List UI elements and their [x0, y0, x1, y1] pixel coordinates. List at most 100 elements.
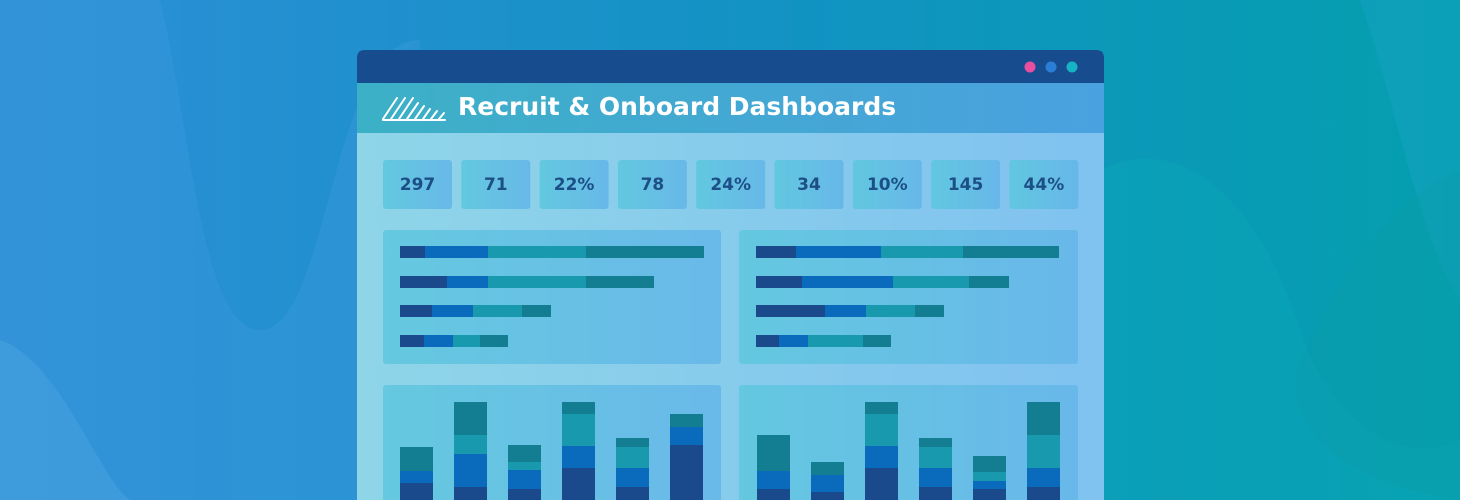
decor-column-segment — [670, 427, 703, 445]
decor-bar-segment — [756, 276, 802, 288]
decor-column-segment — [973, 481, 1006, 489]
decor-bar-segment — [453, 335, 480, 347]
decor-column-segment — [562, 414, 595, 446]
decor-bar-segment — [488, 276, 586, 288]
decor-column-segment — [1027, 435, 1060, 468]
decor-column-segment — [400, 483, 433, 500]
kpi-value: 24% — [710, 175, 751, 195]
decor-column-segment — [508, 462, 541, 470]
decor-column-segment — [919, 447, 952, 468]
decor-column-segment — [508, 445, 541, 462]
logo-stroke — [430, 110, 438, 120]
decor-bar-segment — [756, 246, 796, 258]
decor-column-segment — [865, 414, 898, 446]
decor-bar-segment — [522, 305, 551, 317]
kpi-value: 34 — [797, 175, 821, 195]
kpi-tile — [1009, 160, 1079, 209]
logo-stroke — [390, 97, 406, 120]
window-dot — [1024, 61, 1036, 73]
decor-column-segment — [454, 435, 487, 454]
kpi-tile — [774, 160, 844, 209]
kpi-tile — [617, 160, 687, 209]
kpi-tile — [461, 160, 531, 209]
decor-bar-segment — [863, 335, 891, 347]
decor-bar-segment — [825, 305, 866, 317]
background-wave — [1295, 170, 1460, 500]
decor-column-segment — [508, 489, 541, 500]
decor-bar-segment — [400, 276, 447, 288]
decor-column-segment — [616, 487, 649, 500]
logo-stroke — [438, 112, 445, 120]
decor-column-segment — [973, 456, 1006, 472]
background-wave — [0, 0, 420, 500]
logo-stroke — [398, 97, 414, 120]
kpi-tile — [539, 160, 609, 209]
window-top-bar — [357, 50, 1104, 83]
background-wave — [1360, 0, 1460, 300]
kpi-tile — [931, 160, 1001, 209]
decor-column-segment — [811, 462, 844, 475]
decor-bar-segment — [447, 276, 488, 288]
kpi-value: 10% — [867, 175, 908, 195]
decor-bar-segment — [796, 246, 881, 258]
logo-stroke — [382, 97, 398, 120]
decor-column-segment — [454, 454, 487, 487]
decor-column-segment — [616, 447, 649, 468]
decor-column-segment — [757, 435, 790, 471]
decor-bar-segment — [893, 276, 969, 288]
decor-column-segment — [562, 446, 595, 468]
decor-bar-segment — [969, 276, 1009, 288]
window-dot — [1045, 61, 1057, 73]
decor-bar-segment — [586, 276, 654, 288]
kpi-value: 22% — [554, 175, 595, 195]
decor-column-segment — [919, 487, 952, 500]
decor-column-segment — [670, 414, 703, 427]
decor-column-segment — [1027, 468, 1060, 487]
decor-column-segment — [865, 402, 898, 414]
decor-column-segment — [562, 468, 595, 500]
decor-bar-segment — [963, 246, 1059, 258]
decor-bar-segment — [802, 276, 893, 288]
decor-bar-segment — [400, 246, 425, 258]
kpi-value: 145 — [948, 175, 984, 195]
logo-stroke — [406, 102, 419, 120]
logo-stroke — [414, 105, 425, 120]
decor-column-segment — [919, 438, 952, 447]
decor-bar-segment — [425, 246, 488, 258]
decor-column-segment — [400, 447, 433, 471]
window-dot — [1066, 61, 1078, 73]
kpi-value: 44% — [1024, 175, 1065, 195]
decor-column-segment — [1027, 402, 1060, 435]
kpi-value: 78 — [641, 175, 665, 195]
kpi-tile — [852, 160, 922, 209]
decor-column-segment — [973, 489, 1006, 500]
background-wave — [1100, 158, 1460, 500]
decor-column-segment — [616, 438, 649, 447]
kpi-value: 297 — [400, 175, 436, 195]
header-bar — [357, 83, 1104, 133]
decor-bar-segment — [915, 305, 944, 317]
decor-bar-segment — [480, 335, 508, 347]
decor-column-segment — [400, 471, 433, 483]
decor-bar-segment — [400, 335, 424, 347]
decor-bar-segment — [756, 335, 779, 347]
decor-column-segment — [562, 402, 595, 414]
decor-bar-segment — [473, 305, 522, 317]
decor-column-segment — [454, 487, 487, 500]
decor-column-segment — [811, 475, 844, 492]
decor-bar-segment — [432, 305, 473, 317]
decor-column-segment — [757, 489, 790, 500]
decor-column-segment — [811, 492, 844, 500]
decor-bar-segment — [400, 305, 432, 317]
decor-column-segment — [757, 471, 790, 489]
chart-panel — [739, 230, 1078, 364]
decor-column-segment — [508, 470, 541, 489]
kpi-value: 71 — [484, 175, 508, 195]
decor-bar-segment — [808, 335, 863, 347]
decor-bar-segment — [756, 305, 825, 317]
logo — [382, 97, 446, 121]
decor-column-segment — [454, 402, 487, 435]
